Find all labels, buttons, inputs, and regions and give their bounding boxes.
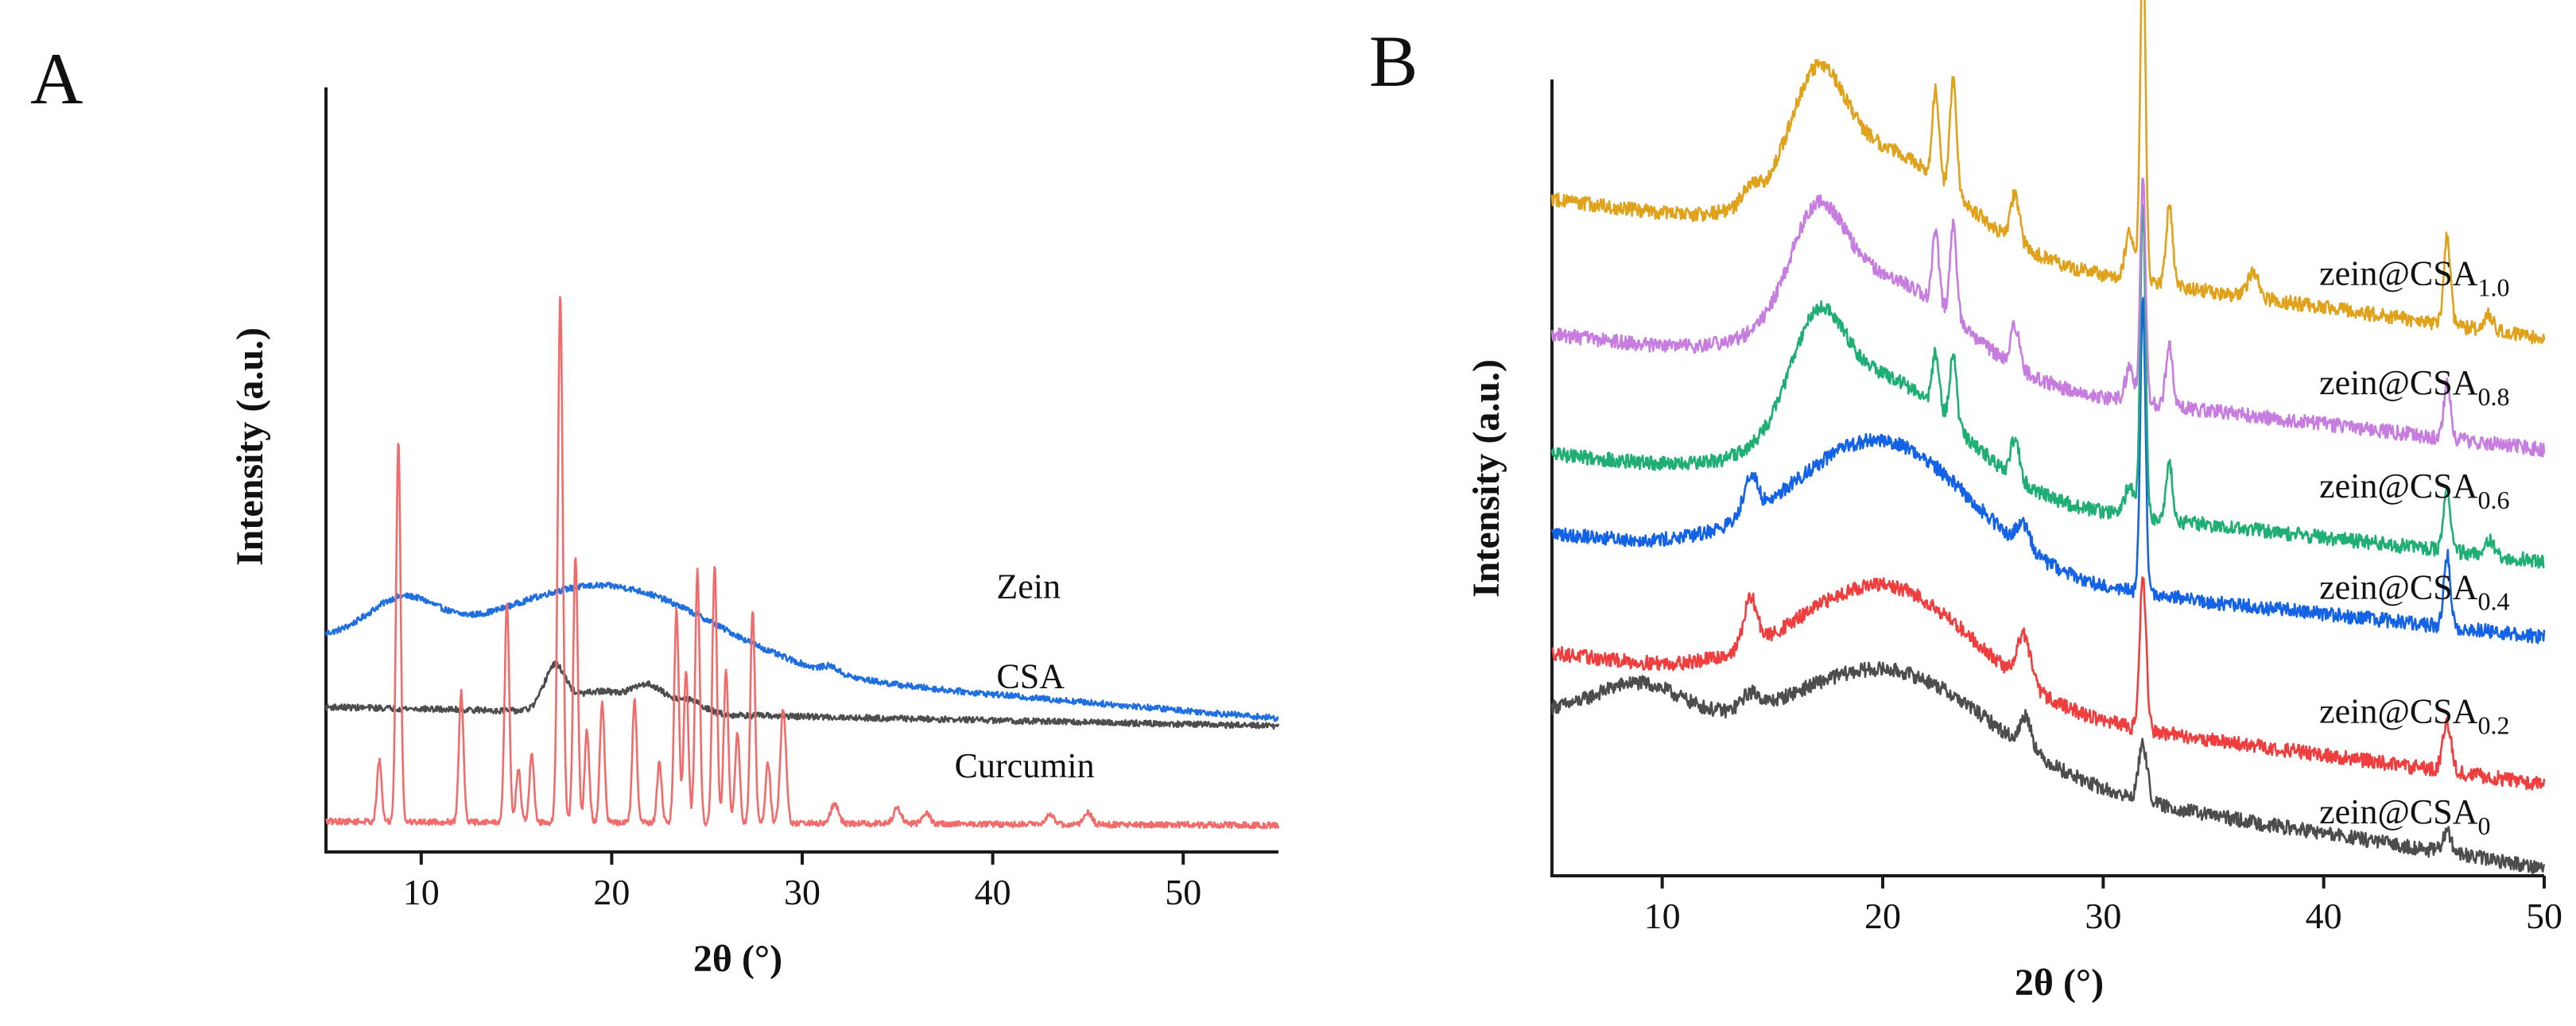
panel-a-y-axis-title: Intensity (a.u.) — [229, 327, 271, 566]
panel-a-x-axis-title: 2θ (°) — [693, 938, 782, 980]
panel-b-y-axis-title: Intensity (a.u.) — [1465, 359, 1507, 598]
panel-a-traces — [324, 296, 1280, 830]
panel-b-series-label: zein@CSA0.8 — [2319, 363, 2509, 411]
series-label-base: zein@CSA — [2319, 254, 2478, 293]
panel-b-x-tick-label: 40 — [2306, 896, 2342, 936]
panel-a-x-tick-label: 50 — [1165, 872, 1201, 912]
panel-b-x-axis-title: 2θ (°) — [2015, 962, 2104, 1004]
series-zein-csa1-0-line — [1550, 0, 2546, 345]
panel-a-letter: A — [30, 38, 83, 119]
series-zein-line — [324, 581, 1279, 722]
series-label-base: zein@CSA — [2319, 467, 2478, 505]
panel-a-series-label: CSA — [996, 657, 1065, 696]
panel-b: B Intensity (a.u.) 2θ (°) 10 20 30 40 50 zei… — [1369, 0, 2562, 1004]
series-zein-csa0-line — [1550, 661, 2546, 874]
series-label-subscript: 1.0 — [2478, 273, 2510, 302]
series-zein-csa0-2-line — [1551, 576, 2546, 791]
panel-a-x-tick-label: 30 — [784, 872, 821, 912]
series-label-subscript: 0 — [2478, 811, 2491, 840]
panel-a: A Intensity (a.u.) 2θ (°) 10 20 30 40 50 Zei… — [30, 38, 1280, 980]
series-label-subscript: 0.6 — [2478, 486, 2510, 514]
panel-b-series-label: zein@CSA0 — [2319, 792, 2490, 840]
panel-b-series-label: zein@CSA0.4 — [2319, 567, 2509, 615]
series-curcumin-line — [325, 296, 1280, 830]
panel-b-traces — [1550, 0, 2546, 874]
series-zein-csa0-4-line — [1550, 296, 2546, 645]
panel-b-x-tick-label: 30 — [2085, 896, 2121, 936]
series-label-base: zein@CSA — [2319, 567, 2478, 606]
series-zein-csa0-6-line — [1550, 203, 2545, 569]
panel-b-x-tick-label: 20 — [1864, 896, 1901, 936]
series-label-subscript: 0.4 — [2478, 587, 2510, 615]
series-label-subscript: 0.8 — [2478, 382, 2510, 411]
panel-b-letter: B — [1369, 21, 1418, 102]
panel-a-x-tick-label: 20 — [593, 872, 630, 912]
series-label-base: zein@CSA — [2319, 363, 2478, 402]
panel-b-series-label: zein@CSA1.0 — [2319, 254, 2509, 302]
series-csa-line — [324, 660, 1280, 730]
series-label-base: zein@CSA — [2319, 692, 2478, 731]
panel-b-series-label: zein@CSA0.6 — [2319, 467, 2509, 514]
series-zein-csa0-8-line — [1550, 177, 2546, 458]
panel-b-series-labels: zein@CSA1.0zein@CSA0.8zein@CSA0.6zein@CS… — [2319, 254, 2509, 840]
panel-a-series-label: Zein — [996, 567, 1061, 606]
panel-b-x-tick-label: 10 — [1644, 896, 1681, 936]
panel-a-x-tick-label: 10 — [403, 872, 440, 912]
panel-b-x-ticks: 10 20 30 40 50 — [1644, 876, 2562, 936]
panel-a-x-ticks: 10 20 30 40 50 — [403, 852, 1201, 912]
panel-b-series-label: zein@CSA0.2 — [2319, 692, 2509, 740]
series-label-base: zein@CSA — [2319, 792, 2478, 831]
panel-a-series-labels: Zein CSA Curcumin — [955, 567, 1095, 785]
panel-b-x-tick-label: 50 — [2526, 896, 2562, 936]
panel-a-series-label: Curcumin — [955, 746, 1095, 785]
panel-a-x-tick-label: 40 — [975, 872, 1011, 912]
series-label-subscript: 0.2 — [2478, 711, 2510, 740]
